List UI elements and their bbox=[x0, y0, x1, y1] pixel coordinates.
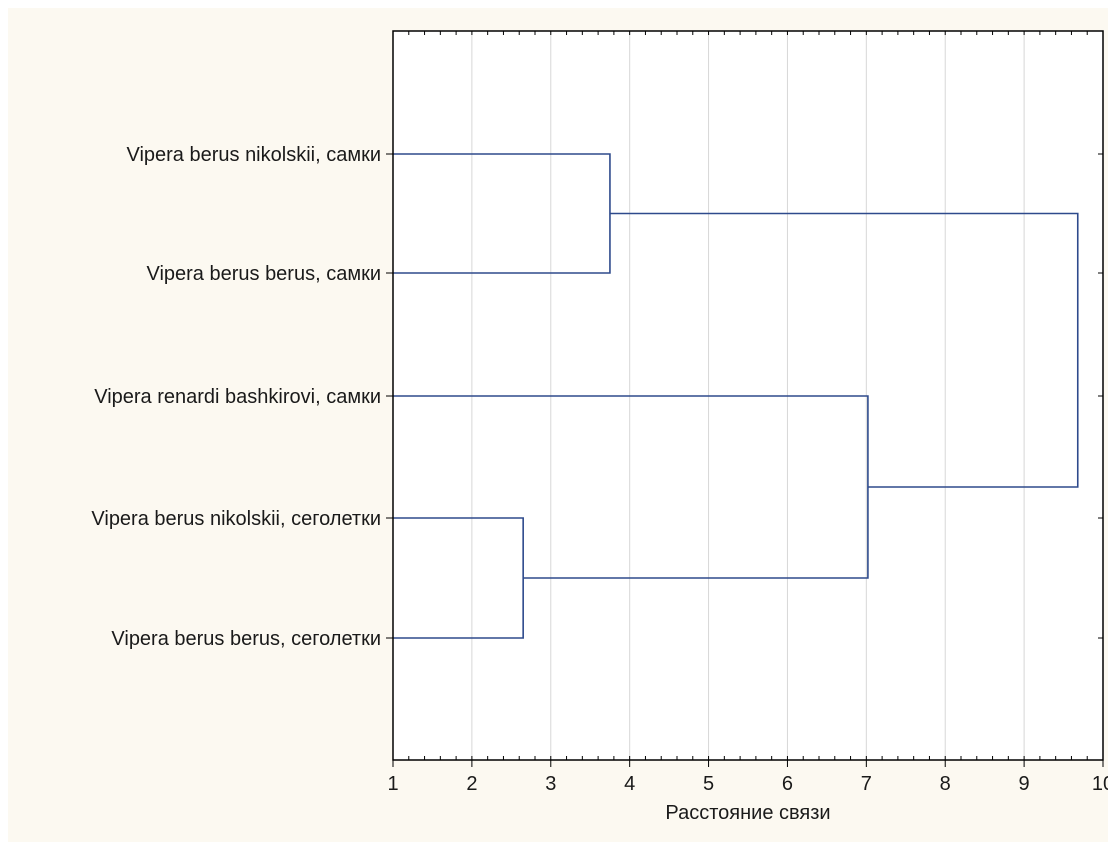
dendrogram-branches bbox=[393, 153, 1079, 639]
x-tick-label-3: 3 bbox=[545, 773, 556, 795]
x-axis-label: Расстояние связи bbox=[665, 802, 830, 824]
x-tick-label-2: 2 bbox=[466, 773, 477, 795]
leaf-label-3: Vipera renardi bashkirovi, самки bbox=[94, 386, 381, 408]
merge-branch-2 bbox=[393, 153, 611, 274]
merge-branch-3 bbox=[393, 395, 869, 579]
x-tick-label-6: 6 bbox=[782, 773, 793, 795]
x-tick-label-5: 5 bbox=[703, 773, 714, 795]
dendrogram-figure: 1 2 3 4 5 6 7 8 9 10 Vipera berus nikolskii, самк… bbox=[8, 8, 1108, 842]
leaf-label-1: Vipera berus nikolskii, самки bbox=[126, 144, 381, 166]
leaf-labels: Vipera berus nikolskii, самки Vipera beru… bbox=[91, 144, 1103, 650]
x-tick-label-1: 1 bbox=[387, 773, 398, 795]
x-tick-label-4: 4 bbox=[624, 773, 635, 795]
x-tick-label-7: 7 bbox=[861, 773, 872, 795]
x-tick-label-9: 9 bbox=[1019, 773, 1030, 795]
dendrogram-chart: 1 2 3 4 5 6 7 8 9 10 Vipera berus nikolskii, самк… bbox=[8, 8, 1108, 842]
leaf-label-2: Vipera berus berus, самки bbox=[146, 263, 381, 285]
merge-branch-4 bbox=[609, 212, 1079, 488]
leaf-label-4: Vipera berus nikolskii, сеголетки bbox=[91, 508, 381, 530]
x-tick-label-8: 8 bbox=[940, 773, 951, 795]
x-axis-ticks: 1 2 3 4 5 6 7 8 9 10 bbox=[387, 760, 1108, 795]
leaf-label-5: Vipera berus berus, сеголетки bbox=[111, 628, 381, 650]
x-tick-label-10: 10 bbox=[1092, 773, 1108, 795]
